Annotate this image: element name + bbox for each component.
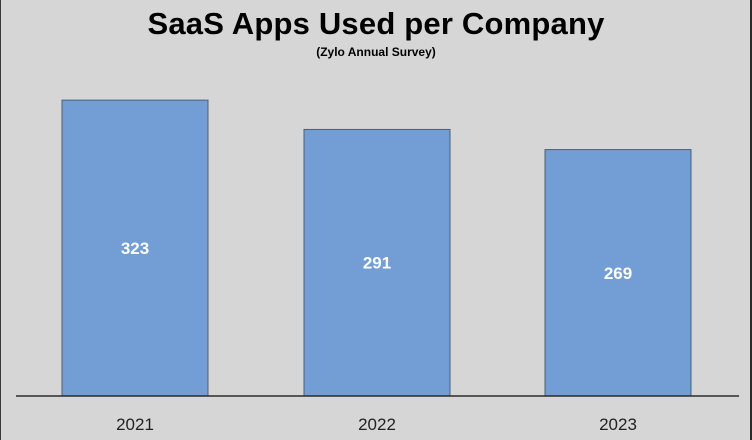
bar-2023 (544, 149, 692, 397)
data-label-2022: 291 (363, 254, 391, 273)
x-tick-label-2022: 2022 (358, 415, 396, 434)
data-label-2021: 323 (121, 239, 149, 258)
x-tick-label-2021: 2021 (116, 415, 154, 434)
chart-title: SaaS Apps Used per Company (147, 6, 605, 41)
bar-2021 (61, 99, 209, 397)
panel-right-border (750, 0, 752, 440)
chart-subtitle: (Zylo Annual Survey) (316, 45, 436, 59)
x-tick-label-2023: 2023 (599, 415, 637, 434)
panel-left-border (0, 0, 1, 440)
data-label-2023: 269 (604, 264, 632, 283)
